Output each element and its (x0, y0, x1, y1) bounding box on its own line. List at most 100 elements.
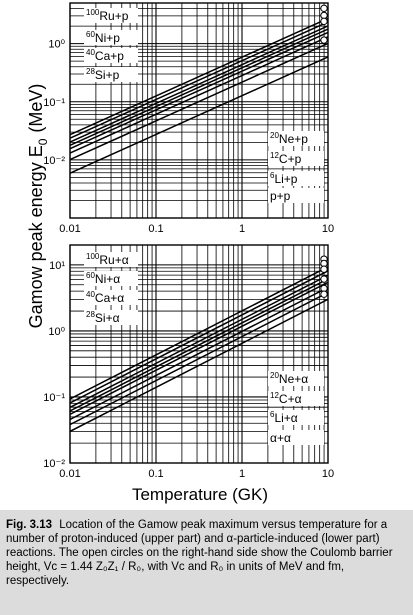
x-axis-title: Temperature (GK) (132, 485, 268, 504)
label-nucleus: Ru+p (99, 9, 128, 23)
series-label: 28Si+α (86, 310, 120, 325)
label-isotope-superscript: 12 (270, 391, 279, 400)
series-label-bg (84, 271, 138, 286)
series-label: 60Ni+α (86, 271, 120, 286)
plot-frame (69, 244, 329, 464)
caption-text: Location of the Gamow peak maximum versu… (6, 519, 393, 587)
coulomb-barrier-circle (320, 265, 328, 273)
label-isotope-superscript: 28 (86, 310, 95, 319)
series-label-bg (268, 151, 324, 166)
series-line (70, 298, 328, 433)
label-nucleus: Si+p (95, 68, 120, 82)
series-label: 60Ni+p (86, 30, 120, 45)
y-tick-label: 10⁻¹ (43, 97, 65, 109)
label-isotope-superscript: 40 (86, 48, 95, 57)
series-label: 40Ca+α (86, 290, 124, 305)
y-tick-label: 10¹ (49, 260, 65, 272)
plot-frame (69, 2, 329, 219)
series-line (70, 270, 328, 404)
y-tick-label: 10⁰ (48, 39, 65, 51)
series-line (70, 36, 328, 154)
y-tick-label: 10⁻¹ (43, 392, 65, 404)
label-nucleus: Ca+α (95, 291, 124, 305)
series-label: 12C+p (270, 151, 302, 166)
series-label-bg (84, 290, 138, 305)
x-tick-label: 10 (322, 223, 334, 235)
series-label-bg (84, 48, 138, 63)
x-tick-label: 10 (322, 468, 334, 480)
label-nucleus: Li+p (274, 172, 297, 186)
series-label: α+α (270, 431, 291, 445)
series-label-bg (268, 131, 324, 146)
label-isotope-superscript: 40 (86, 290, 95, 299)
y-axis-title-unit: (MeV) (26, 84, 46, 133)
caption-figure-number: Fig. 3.13 (6, 519, 53, 531)
series-line (70, 17, 328, 136)
label-isotope-superscript: 60 (86, 271, 95, 280)
series-line (70, 291, 328, 426)
series-label-bg (84, 252, 138, 267)
series-line (70, 278, 328, 412)
figure-caption: Fig. 3.13 Location of the Gamow peak max… (0, 510, 413, 615)
y-axis-title: Gamow peak energy E0 (MeV) (26, 84, 50, 329)
series-label: 6Li+α (270, 410, 298, 425)
lower-panel-alpha-reactions: α+α6Li+α12C+α20Ne+α28Si+α40Ca+α60Ni+α100… (43, 244, 334, 480)
label-isotope-superscript: 6 (270, 410, 275, 419)
series-label: 100Ru+α (86, 252, 129, 267)
label-isotope-superscript: 12 (270, 151, 279, 160)
label-isotope-superscript: 20 (270, 131, 279, 140)
series-label-bg (268, 188, 324, 203)
x-tick-label: 0.01 (59, 468, 80, 480)
series-label-bg (268, 171, 324, 186)
coulomb-barrier-circle (320, 17, 328, 26)
upper-panel-proton-reactions: p+p6Li+p12C+p20Ne+p28Si+p40Ca+p60Ni+p100… (43, 2, 334, 235)
series-line (70, 28, 328, 147)
x-tick-label: 0.1 (148, 468, 163, 480)
label-nucleus: α+α (270, 431, 291, 445)
label-nucleus: C+p (279, 152, 302, 166)
series-label-bg (268, 371, 324, 386)
series-label: p+p (270, 189, 291, 203)
label-nucleus: Ne+p (279, 132, 308, 146)
label-nucleus: Li+α (274, 411, 297, 425)
label-nucleus: C+α (279, 392, 302, 406)
series-label-bg (84, 8, 138, 23)
series-label-bg (84, 310, 138, 325)
series-lines (70, 266, 328, 433)
label-nucleus: Ru+α (99, 253, 128, 267)
series-label-bg (84, 30, 138, 45)
coulomb-barrier-circle (320, 290, 328, 298)
series-line (70, 21, 328, 139)
label-nucleus: Ni+p (95, 31, 120, 45)
series-line (70, 281, 328, 415)
label-isotope-superscript: 6 (270, 171, 275, 180)
coulomb-barrier-circle (320, 36, 328, 44)
series-lines (70, 17, 328, 174)
label-isotope-superscript: 60 (86, 30, 95, 39)
coulomb-barrier-circle (320, 275, 328, 283)
series-line (70, 274, 328, 409)
series-label-bg (84, 67, 138, 82)
label-nucleus: Ne+α (279, 372, 308, 386)
series-label: 12C+α (270, 391, 302, 406)
y-tick-label: 10⁻² (43, 155, 65, 167)
series-line (70, 56, 328, 174)
series-line (70, 286, 328, 421)
label-isotope-superscript: 20 (270, 371, 279, 380)
x-tick-label: 0.01 (59, 223, 80, 235)
series-label: 20Ne+α (270, 371, 308, 386)
label-isotope-superscript: 28 (86, 67, 95, 76)
gamow-peak-figure: p+p6Li+p12C+p20Ne+p28Si+p40Ca+p60Ni+p100… (26, 2, 334, 504)
y-tick-label: 10⁻² (43, 458, 65, 470)
series-line (70, 42, 328, 161)
y-axis-title-main: Gamow peak energy E (26, 145, 46, 328)
x-tick-label: 1 (239, 468, 245, 480)
x-tick-label: 0.1 (148, 223, 163, 235)
series-label: 28Si+p (86, 67, 120, 82)
y-axis-title-subscript: 0 (36, 138, 50, 145)
series-label-bg (268, 410, 324, 425)
label-nucleus: Ni+α (95, 272, 120, 286)
label-isotope-superscript: 100 (86, 8, 100, 17)
coulomb-barrier-circle (320, 4, 328, 13)
x-tick-label: 1 (239, 223, 245, 235)
